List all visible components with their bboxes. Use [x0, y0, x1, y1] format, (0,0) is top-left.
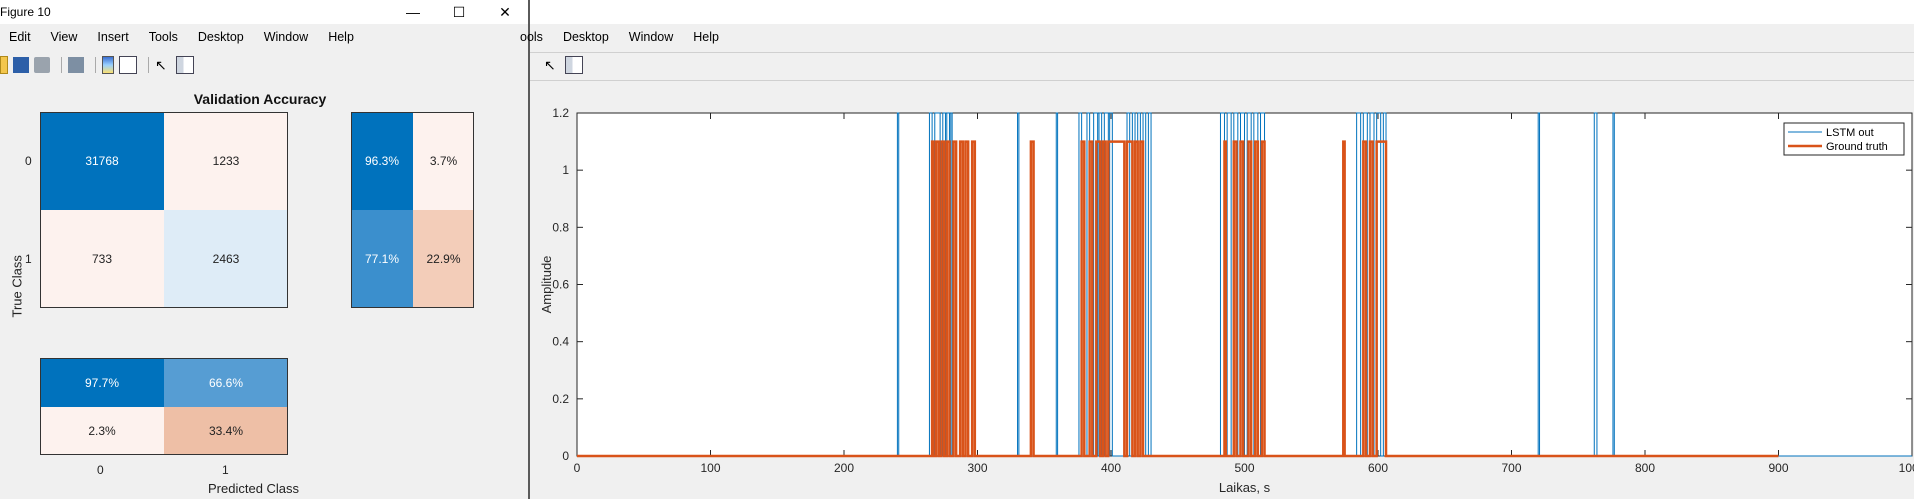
title-bar[interactable]: Figure 10 — ☐ ✕ [0, 0, 528, 24]
y-tick-label: 0.4 [552, 335, 569, 349]
new-file-icon[interactable] [0, 56, 8, 74]
minimize-icon: — [406, 4, 420, 20]
matrix-cell: 2463 [164, 210, 288, 308]
y-tick-label: 0.2 [552, 392, 569, 406]
confusion-title: Validation Accuracy [193, 91, 327, 107]
close-button[interactable]: ✕ [482, 0, 528, 24]
toolbar: ↖ [0, 54, 199, 76]
row-summary-frame [351, 112, 474, 308]
col-summary-cell: 66.6% [164, 358, 288, 407]
menu-bar: Edit View Insert Tools Desktop Window He… [9, 30, 374, 48]
menu-edit[interactable]: Edit [9, 30, 31, 44]
toolbar-divider [530, 52, 1914, 53]
x-tick-label: 600 [1368, 461, 1388, 475]
figure-window-right: ools Desktop Window Help ↖ 0 100 200 300 400… [520, 0, 1914, 499]
maximize-button[interactable]: ☐ [436, 0, 482, 24]
row-summary-cell: 22.9% [413, 210, 474, 308]
y-tick-label: 0 [562, 449, 569, 463]
col-label: 0 [97, 463, 104, 477]
toolbar: ↖ [544, 54, 588, 76]
x-axis-label: Laikas, s [1219, 480, 1271, 495]
matrix-cell: 1233 [164, 112, 288, 210]
toolbar-divider [530, 80, 1914, 81]
y-tick-label: 1.2 [552, 106, 569, 120]
series-line-ground-truth [577, 140, 1779, 458]
legend [1783, 122, 1905, 156]
toolbar-divider [148, 57, 149, 73]
row-summary-cell: 3.7% [413, 112, 474, 210]
menu-desktop[interactable]: Desktop [197, 30, 244, 44]
figure-window-left: Figure 10 — ☐ ✕ Edit View Insert Tools D… [0, 0, 528, 499]
x-tick-label: 700 [1501, 461, 1521, 475]
legend-entry: Ground truth [1826, 141, 1888, 153]
row-label: 1 [25, 252, 32, 266]
x-tick-label: 500 [1234, 461, 1254, 475]
menu-window[interactable]: Window [263, 30, 309, 44]
print-preview-icon[interactable] [68, 57, 84, 73]
property-editor-icon[interactable] [176, 56, 194, 74]
x-tick-label: 900 [1768, 461, 1788, 475]
menu-help[interactable]: Help [693, 30, 719, 44]
y-tick-label: 0.8 [552, 220, 569, 234]
menu-desktop[interactable]: Desktop [562, 30, 609, 44]
x-tick-label: 0 [574, 461, 581, 475]
matrix-frame [40, 112, 288, 308]
row-label: 0 [25, 154, 32, 168]
y-axis-label: True Class [9, 255, 25, 318]
x-tick-label: 300 [967, 461, 987, 475]
x-axis-label: Predicted Class [208, 481, 300, 496]
pointer-icon[interactable]: ↖ [544, 57, 556, 73]
save-icon[interactable] [13, 57, 29, 73]
y-axis-label: Amplitude [539, 256, 554, 314]
pointer-icon[interactable]: ↖ [155, 57, 167, 73]
row-summary-cell: 96.3% [351, 112, 413, 210]
close-icon: ✕ [499, 3, 511, 20]
window-title: Figure 10 [0, 5, 51, 19]
menu-view[interactable]: View [50, 30, 78, 44]
menu-tools[interactable]: ools [520, 30, 543, 44]
matrix-cell: 733 [40, 210, 164, 308]
x-tick-label: 100 [700, 461, 720, 475]
x-tick-label: 400 [1101, 461, 1121, 475]
menu-help[interactable]: Help [328, 30, 354, 44]
toolbar-divider [95, 57, 96, 73]
colorbar-icon[interactable] [102, 56, 114, 74]
menu-tools[interactable]: Tools [148, 30, 178, 44]
minimize-button[interactable]: — [390, 0, 436, 24]
col-summary-cell: 33.4% [164, 407, 288, 455]
menu-insert[interactable]: Insert [97, 30, 129, 44]
toolbar-divider [61, 57, 62, 73]
property-editor-icon[interactable] [565, 56, 583, 74]
col-summary-cell: 97.7% [40, 358, 164, 407]
x-tick-label: 200 [834, 461, 854, 475]
x-tick-label: 800 [1635, 461, 1655, 475]
col-summary-frame [40, 358, 288, 455]
matrix-cell: 31768 [40, 112, 164, 210]
y-tick-label: 0.6 [552, 278, 569, 292]
maximize-icon: ☐ [452, 3, 466, 20]
legend-icon[interactable] [119, 56, 137, 74]
title-bar[interactable] [530, 0, 1914, 24]
legend-entry: LSTM out [1826, 127, 1874, 139]
series-line-lstm-out [577, 112, 1912, 457]
y-tick-label: 1 [562, 163, 569, 177]
menu-bar: ools Desktop Window Help [520, 30, 739, 48]
print-icon[interactable] [34, 57, 50, 73]
row-summary-cell: 77.1% [351, 210, 413, 308]
menu-window[interactable]: Window [628, 30, 674, 44]
col-label: 1 [222, 463, 229, 477]
col-summary-cell: 2.3% [40, 407, 164, 455]
